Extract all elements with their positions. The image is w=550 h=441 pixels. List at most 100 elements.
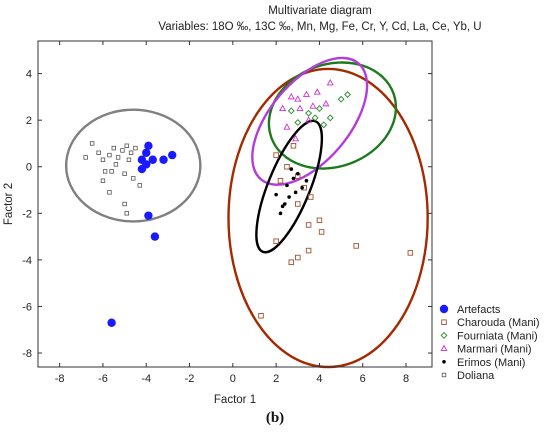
y-tick-label: -6 xyxy=(22,301,32,313)
data-point-charouda-mani xyxy=(316,217,323,224)
data-point-marmari-mani xyxy=(302,90,311,98)
data-point-fourniata-mani xyxy=(311,114,319,122)
data-point-doliana xyxy=(89,141,95,146)
x-tick-label: -6 xyxy=(98,373,108,385)
data-point-charouda-mani xyxy=(308,194,314,200)
data-point-charouda-mani xyxy=(295,201,301,207)
data-point-doliana xyxy=(137,183,142,188)
confidence-ellipse-0 xyxy=(64,108,202,223)
data-point-artefacts xyxy=(144,141,153,150)
data-point-erimos-mani xyxy=(289,167,294,171)
data-point-doliana xyxy=(133,145,138,151)
plot-area xyxy=(64,56,429,369)
data-point-fourniata-mani xyxy=(337,95,345,103)
data-point-artefacts xyxy=(107,318,116,327)
legend-marker-artefacts xyxy=(439,304,449,314)
data-point-doliana xyxy=(100,157,106,162)
data-point-artefacts xyxy=(168,150,177,160)
legend-label-artefacts: Artefacts xyxy=(457,304,501,316)
data-point-doliana xyxy=(100,178,106,183)
data-point-artefacts xyxy=(148,155,157,164)
x-tick-label: 2 xyxy=(273,373,279,385)
data-point-fourniata-mani xyxy=(294,119,302,126)
data-point-marmari-mani xyxy=(322,99,330,107)
data-point-erimos-mani xyxy=(300,185,304,190)
data-point-charouda-mani xyxy=(277,177,284,184)
data-point-erimos-mani xyxy=(278,211,283,216)
data-point-artefacts xyxy=(137,164,147,174)
data-point-fourniata-mani xyxy=(287,107,295,115)
data-point-erimos-mani xyxy=(293,190,298,195)
plot-frame xyxy=(37,40,433,368)
y-tick-label: 4 xyxy=(26,69,32,81)
data-point-artefacts xyxy=(142,148,151,157)
y-tick-label: -8 xyxy=(22,348,32,360)
data-point-doliana xyxy=(96,150,101,155)
figure-label: (b) xyxy=(265,410,285,426)
data-point-charouda-mani xyxy=(318,229,325,235)
data-point-doliana xyxy=(126,157,132,162)
data-point-charouda-mani xyxy=(273,152,279,158)
x-tick-label: 4 xyxy=(316,373,322,385)
x-tick-label: -8 xyxy=(55,373,65,385)
data-point-erimos-mani xyxy=(295,171,300,176)
data-point-marmari-mani xyxy=(292,134,300,142)
data-point-artefacts xyxy=(150,232,160,241)
data-point-marmari-mani xyxy=(283,123,291,130)
data-point-charouda-mani xyxy=(258,313,264,319)
x-tick-label: 6 xyxy=(360,373,366,385)
data-point-artefacts xyxy=(144,211,153,220)
data-point-doliana xyxy=(107,152,112,158)
y-tick-label: -2 xyxy=(22,208,32,220)
data-point-charouda-mani xyxy=(353,243,359,249)
data-point-charouda-mani xyxy=(284,163,290,170)
x-tick-label: 0 xyxy=(230,373,236,385)
data-point-doliana xyxy=(131,176,136,181)
data-point-doliana xyxy=(111,145,116,151)
data-point-fourniata-mani xyxy=(320,121,328,129)
data-point-erimos-mani xyxy=(274,192,278,197)
data-point-marmari-mani xyxy=(294,95,302,102)
data-point-charouda-mani xyxy=(305,247,312,254)
data-point-marmari-mani xyxy=(305,116,313,123)
data-point-marmari-mani xyxy=(296,104,304,111)
x-tick-label: -4 xyxy=(141,373,151,385)
data-point-fourniata-mani xyxy=(305,109,313,117)
data-point-doliana xyxy=(120,148,125,153)
data-point-erimos-mani xyxy=(282,202,287,206)
y-tick-label: -4 xyxy=(22,255,32,267)
chart-title: Multivariate diagram xyxy=(268,5,372,17)
data-point-fourniata-mani xyxy=(326,114,334,122)
data-point-charouda-mani xyxy=(290,143,297,149)
data-point-marmari-mani xyxy=(326,78,334,86)
data-point-charouda-mani xyxy=(295,254,301,261)
data-point-marmari-mani xyxy=(313,88,321,95)
x-tick-label: -2 xyxy=(185,373,195,385)
y-tick-label: 0 xyxy=(26,162,32,174)
legend-label-fourniata-mani: Fourniata (Mani) xyxy=(457,330,538,342)
data-point-doliana xyxy=(115,155,121,160)
confidence-ellipse-3 xyxy=(251,56,369,186)
legend-marker-charouda-mani xyxy=(441,319,447,325)
data-point-doliana xyxy=(109,169,114,174)
data-point-doliana xyxy=(124,211,129,216)
data-point-marmari-mani xyxy=(287,92,295,100)
data-point-erimos-mani xyxy=(304,178,309,183)
data-point-erimos-mani xyxy=(287,195,291,199)
data-point-doliana xyxy=(102,169,108,174)
data-point-charouda-mani xyxy=(273,238,279,245)
legend-marker-marmari-mani xyxy=(440,344,448,352)
data-point-fourniata-mani xyxy=(344,91,352,98)
legend-marker-fourniata-mani xyxy=(440,331,448,339)
data-point-marmari-mani xyxy=(279,104,287,111)
data-point-artefacts xyxy=(159,155,168,164)
data-point-erimos-mani xyxy=(280,204,285,209)
data-point-doliana xyxy=(128,150,134,155)
legend-marker-erimos-mani xyxy=(442,360,446,364)
confidence-ellipse-2 xyxy=(267,61,398,170)
legend-marker-doliana xyxy=(441,372,447,378)
axis-ticks: -8 -6 -4 -2 0 2 4 6 8 -8 -6 -4 -2 0 2 4 xyxy=(22,41,432,385)
